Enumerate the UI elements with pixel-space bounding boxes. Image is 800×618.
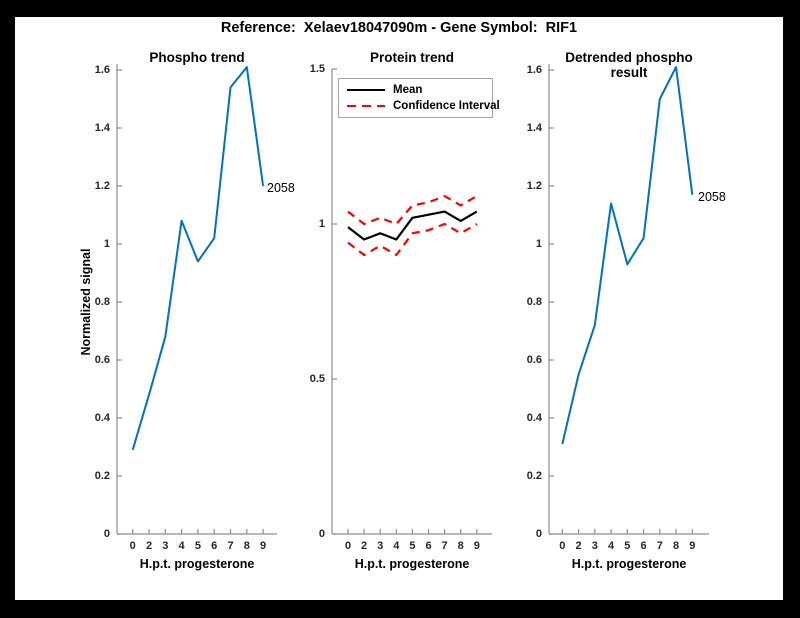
subplot3-y-tick-label: 1.6	[526, 64, 542, 76]
subplot3-y-tick-label: 1.2	[526, 180, 542, 192]
plots-canvas	[116, 64, 709, 535]
subplot2-x-tick-label: 7	[441, 540, 448, 552]
subplot2-y-tick-label: 1	[318, 218, 325, 230]
legend-label-mean: Mean	[393, 84, 423, 96]
figure-title: Reference: Xelaev18047090m - Gene Symbol…	[220, 20, 578, 36]
subplot3-title: Detrended phospho result	[565, 50, 693, 80]
subplot3-x-tick-label: 6	[640, 540, 647, 552]
subplot1-series-phospho-signal	[131, 66, 265, 451]
legend-label-ci: Confidence Interval	[393, 100, 500, 112]
subplot1-x-tick-label: 5	[194, 540, 201, 552]
subplot1-y-tick-label: 1	[103, 238, 110, 250]
subplot2-y-tick-label: 0	[318, 528, 325, 540]
subplot3-y-tick-label: 0.8	[526, 296, 542, 308]
subplot3-y-tick-label: 1	[535, 238, 542, 250]
subplot1-x-tick-label: 0	[129, 540, 136, 552]
subplot1-y-tick-label: 0.2	[94, 470, 110, 482]
subplot3-y-tick-label: 1.4	[526, 122, 542, 134]
subplot2-title: Protein trend	[369, 50, 454, 65]
subplot3-series-detrended-signal	[561, 66, 694, 445]
subplot1-y-tick-label: 0.8	[94, 296, 110, 308]
subplot1-title: Phospho trend	[149, 50, 245, 65]
matlab-figure-window: Reference: Xelaev18047090m - Gene Symbol…	[15, 17, 783, 600]
subplot1-x-tick-label: 4	[178, 540, 185, 552]
subplot3-x-tick-label: 0	[559, 540, 566, 552]
mean-line-sample-icon	[347, 88, 385, 92]
subplot3-y-tick-label: 0.4	[526, 412, 542, 424]
subplot3-x-tick-label: 3	[591, 540, 598, 552]
subplot1-y-tick-label: 0.6	[94, 354, 110, 366]
subplot3-x-tick-label: 8	[672, 540, 680, 552]
subplot3-x-axis-label: H.p.t. progesterone	[571, 557, 687, 571]
subplot3-x-tick-label: 5	[624, 540, 631, 552]
subplot1-x-tick-label: 6	[211, 540, 218, 552]
subplot2-y-tick-label: 0.5	[309, 373, 325, 385]
subplot2-x-tick-label: 8	[457, 540, 464, 552]
subplot3-x-tick-label: 9	[689, 540, 696, 552]
subplot1-x-tick-label: 7	[227, 540, 234, 552]
subplot1-y-tick-label: 0	[103, 528, 110, 540]
legend-box[interactable]: Mean Confidence Interval	[338, 78, 500, 118]
legend-row-ci: Confidence Interval	[347, 99, 500, 113]
subplot1-y-tick-label: 1.2	[94, 180, 110, 192]
ci-line-sample-icon	[347, 104, 385, 108]
subplot1-x-axis-label: H.p.t. progesterone	[139, 557, 255, 571]
subplot2-x-tick-label: 6	[425, 540, 432, 552]
subplot2-x-tick-label: 4	[393, 540, 400, 552]
subplot1-x-tick-label: 3	[162, 540, 169, 552]
subplot2-x-tick-label: 9	[473, 540, 480, 552]
subplot3-x-tick-label: 7	[656, 540, 663, 552]
subplot3-y-tick-label: 0	[535, 528, 542, 540]
subplot3-x-tick-label: 2	[575, 540, 582, 552]
subplot2-x-tick-label: 0	[344, 540, 352, 552]
subplot2-series-mean	[347, 210, 478, 241]
subplot2-y-tick-label: 1.5	[309, 63, 325, 75]
subplot1-x-tick-label: 8	[243, 540, 250, 552]
subplot3-y-tick-label: 0.6	[526, 354, 542, 366]
subplot2-x-axis-label: H.p.t. progesterone	[354, 557, 470, 571]
subplot1-x-tick-label: 9	[260, 540, 267, 552]
subplot2-series-ci-lower	[347, 222, 478, 257]
subplot2-x-tick-label: 2	[361, 540, 368, 552]
subplot1-y-tick-label: 0.4	[94, 412, 110, 424]
subplot1-y-tick-label: 1.6	[94, 64, 110, 76]
subplot3-x-tick-label: 4	[607, 540, 615, 552]
subplot1-x-tick-label: 2	[145, 540, 153, 552]
legend-row-mean: Mean	[347, 83, 484, 97]
subplot2-x-tick-label: 5	[409, 540, 416, 552]
subplot2-x-tick-label: 3	[377, 540, 384, 552]
subplot1-y-tick-label: 1.4	[94, 122, 110, 134]
subplot1-endpoint-annotation: 2058	[267, 181, 295, 195]
subplot3-endpoint-annotation: 2058	[698, 190, 726, 204]
subplot3-y-tick-label: 0.2	[526, 470, 542, 482]
